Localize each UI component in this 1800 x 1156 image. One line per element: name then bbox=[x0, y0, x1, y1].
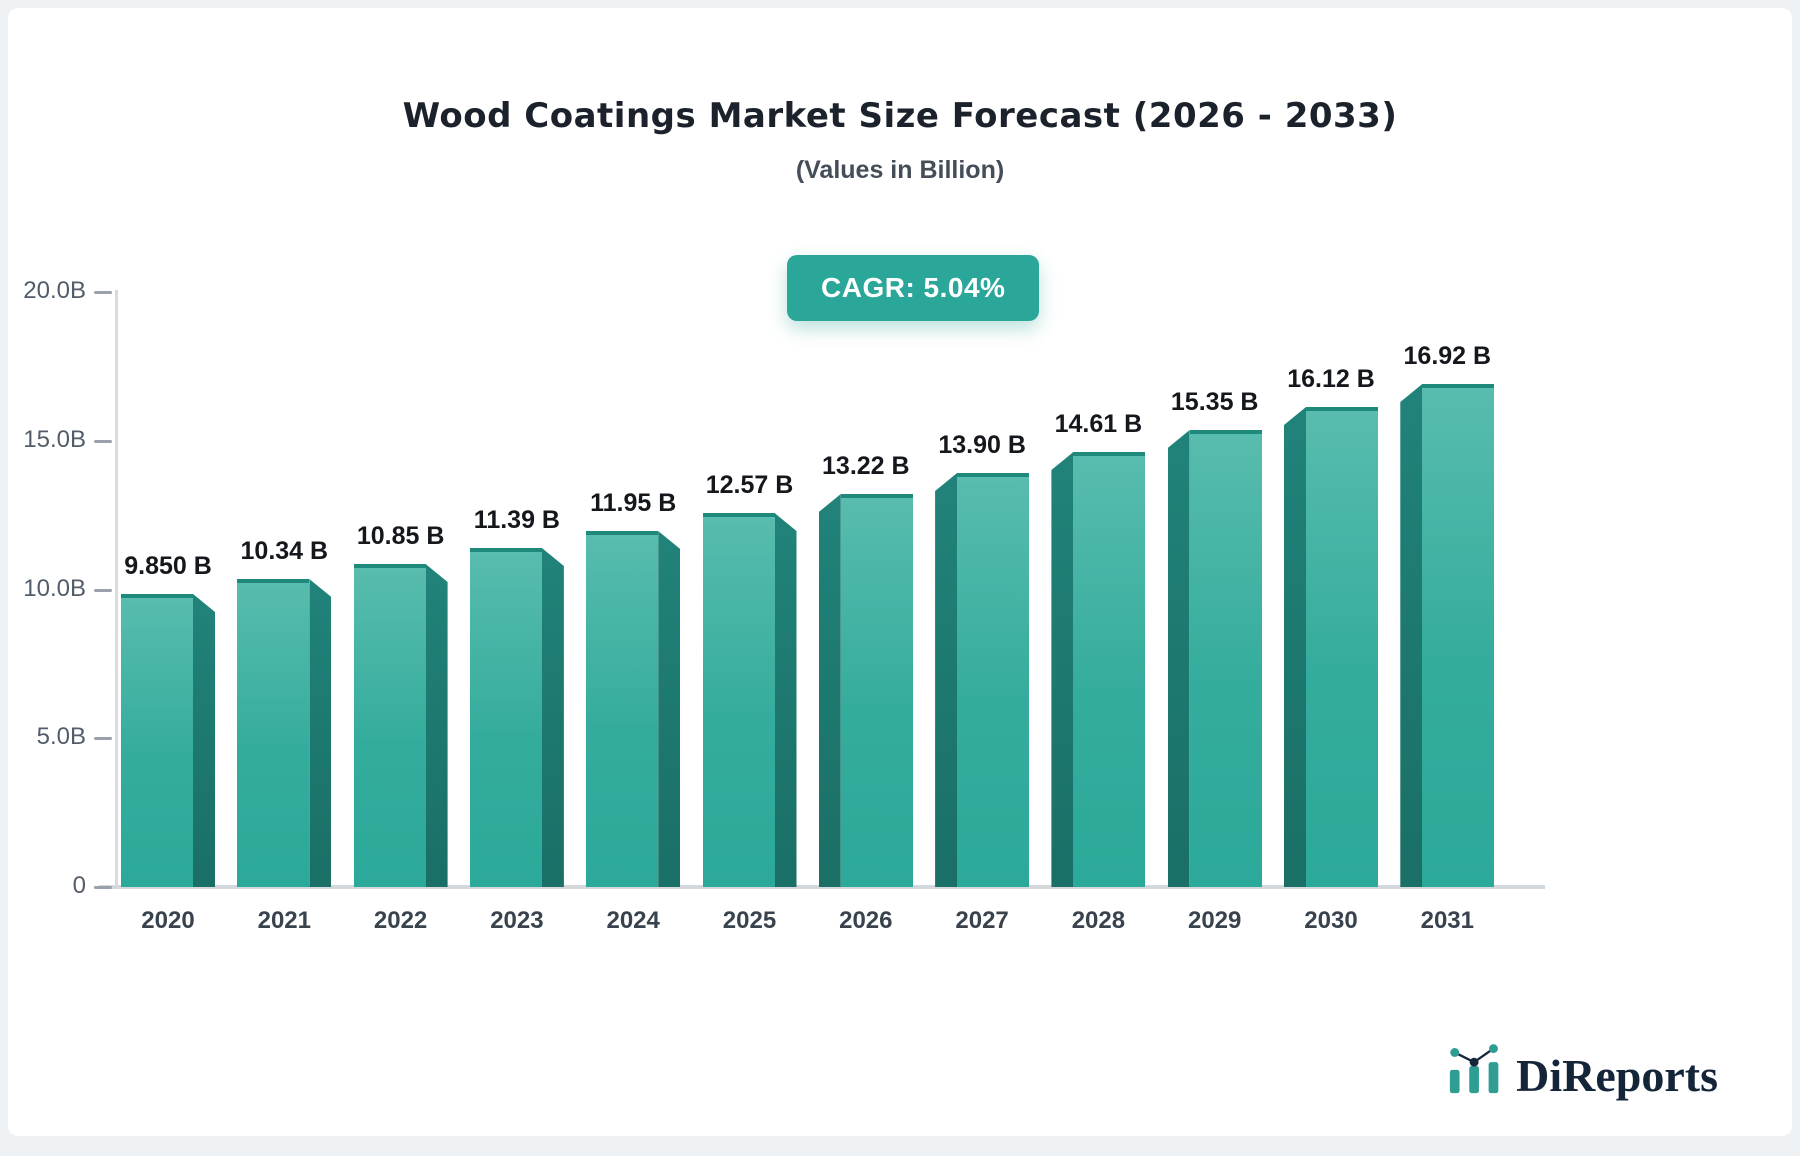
y-axis-tick-mark bbox=[94, 291, 112, 294]
x-axis-label-2027: 2027 bbox=[955, 907, 1009, 934]
x-axis-label-2022: 2022 bbox=[373, 907, 428, 934]
bar-side-face-2031 bbox=[1400, 384, 1423, 887]
chart-area: 0 5.0B 10.0B 15.0B 20.0B 9.850 B 2020 10.34 B 20… bbox=[8, 8, 1792, 1136]
cagr-badge: CAGR: 5.04% bbox=[787, 255, 1040, 321]
y-axis-tick-label: 20.0B bbox=[23, 277, 86, 304]
x-axis-label-2023: 2023 bbox=[490, 907, 544, 934]
bar-value-label: 13.22 B bbox=[822, 452, 910, 480]
logo-text: DiReports bbox=[1516, 1050, 1718, 1101]
y-axis-tick-label: 15.0B bbox=[23, 425, 86, 453]
y-axis-tick-mark bbox=[94, 439, 112, 443]
y-axis-tick-mark bbox=[94, 886, 112, 889]
x-axis-label-2029: 2029 bbox=[1187, 907, 1242, 934]
bar-value-label: 15.35 B bbox=[1170, 388, 1259, 416]
bar-value-label: 14.61 B bbox=[1054, 410, 1143, 438]
bar-2024 bbox=[586, 531, 659, 887]
bar-2028 bbox=[1073, 452, 1146, 887]
chart-title: Wood Coatings Market Size Forecast (2026… bbox=[402, 96, 1398, 136]
bar-value-label: 9.850 B bbox=[124, 552, 212, 580]
bar-2023 bbox=[469, 548, 542, 887]
bar-side-face-2023 bbox=[541, 548, 564, 887]
bar-2027 bbox=[957, 473, 1030, 887]
mini-bar-chart-icon bbox=[1446, 1036, 1508, 1103]
bar-2029 bbox=[1189, 430, 1262, 887]
bar-side-face-2027 bbox=[935, 473, 958, 887]
x-axis-label-2028: 2028 bbox=[1071, 907, 1126, 934]
bar-2030 bbox=[1306, 407, 1378, 887]
bar-value-label: 10.85 B bbox=[356, 522, 445, 550]
bar-2021 bbox=[237, 579, 310, 887]
x-axis-line bbox=[99, 885, 1545, 889]
bar-value-label: 11.39 B bbox=[473, 506, 560, 534]
direports-logo: DiReports bbox=[1446, 1036, 1718, 1103]
bar-side-face-2028 bbox=[1051, 452, 1074, 887]
bar-side-face-2030 bbox=[1284, 407, 1306, 887]
bar-value-label: 10.34 B bbox=[240, 537, 329, 565]
bar-side-face-2026 bbox=[818, 494, 841, 887]
x-axis-label-2024: 2024 bbox=[606, 907, 660, 934]
chart-subtitle: (Values in Billion) bbox=[795, 156, 1005, 184]
bar-side-face-2022 bbox=[425, 564, 448, 887]
bar-side-face-2021 bbox=[309, 579, 332, 887]
bar-side-face-2020 bbox=[193, 594, 215, 887]
bar-2025 bbox=[702, 513, 775, 887]
y-axis-tick-label: 5.0B bbox=[36, 723, 86, 751]
bar-side-face-2024 bbox=[658, 531, 681, 887]
bar-value-label: 16.12 B bbox=[1287, 365, 1375, 393]
x-axis-label-2030: 2030 bbox=[1304, 907, 1358, 934]
chart-card: Wood Coatings Market Size Forecast (2026… bbox=[8, 8, 1792, 1136]
x-axis-label-2020: 2020 bbox=[141, 907, 195, 934]
y-axis-line bbox=[115, 290, 118, 889]
y-axis-tick-label: 10.0B bbox=[23, 574, 86, 602]
bar-value-label: 13.90 B bbox=[938, 431, 1026, 459]
bar-value-label: 12.57 B bbox=[705, 471, 794, 499]
bar-2031 bbox=[1422, 384, 1495, 887]
x-axis-label-2025: 2025 bbox=[722, 907, 777, 934]
x-axis-label-2021: 2021 bbox=[257, 907, 311, 934]
y-axis-tick-mark bbox=[94, 588, 112, 592]
y-axis-tick-label: 0 bbox=[72, 872, 86, 899]
bar-2026 bbox=[840, 494, 913, 887]
x-axis-label-2026: 2026 bbox=[839, 907, 893, 934]
x-axis-label-2031: 2031 bbox=[1420, 907, 1474, 934]
bar-side-face-2025 bbox=[774, 513, 797, 887]
bar-2020 bbox=[121, 594, 193, 887]
bar-value-label: 16.92 B bbox=[1403, 342, 1492, 370]
bar-side-face-2029 bbox=[1167, 430, 1190, 887]
bar-2022 bbox=[353, 564, 426, 887]
y-axis-tick-mark bbox=[94, 737, 112, 741]
bar-value-label: 11.95 B bbox=[590, 489, 677, 517]
